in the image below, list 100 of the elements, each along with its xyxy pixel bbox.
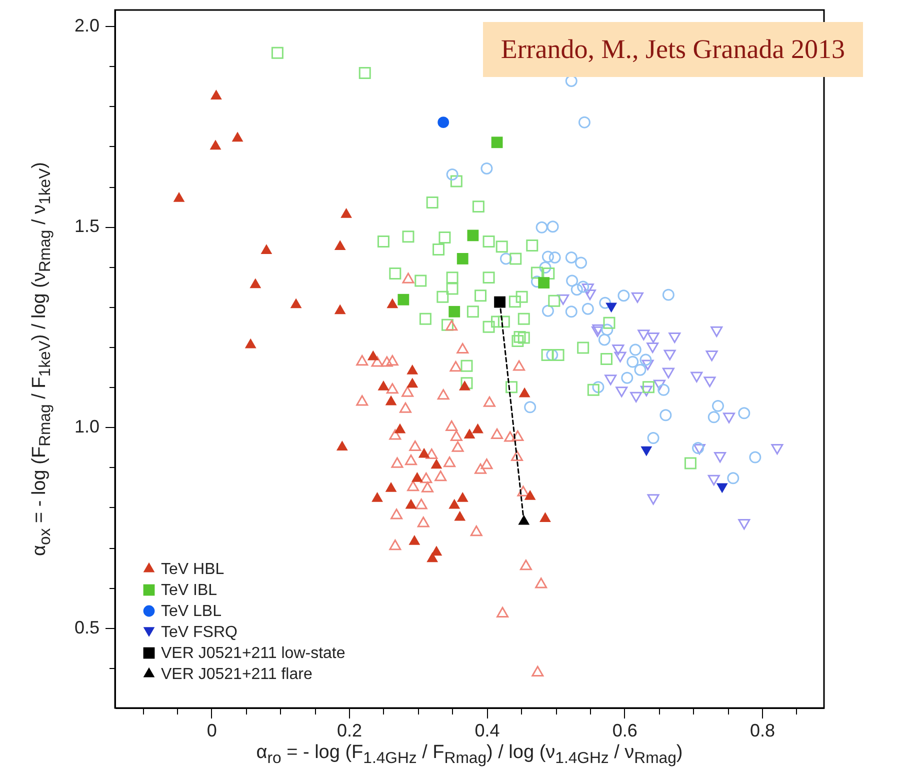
point: [466, 306, 479, 318]
point: [358, 66, 371, 79]
point: [372, 492, 383, 502]
point: [708, 411, 720, 424]
point: [513, 360, 526, 371]
point: [552, 348, 564, 361]
point: [524, 490, 536, 500]
point: [438, 116, 450, 128]
point: [391, 457, 404, 468]
point: [480, 458, 493, 470]
point: [377, 235, 390, 248]
point: [389, 540, 402, 550]
point: [460, 360, 473, 372]
point: [723, 412, 735, 424]
legend-label: TeV LBL: [161, 603, 222, 620]
point: [577, 280, 590, 293]
point: [415, 498, 428, 510]
point: [517, 486, 530, 496]
point: [414, 274, 427, 287]
point: [474, 290, 487, 302]
point: [626, 356, 639, 368]
point: [566, 274, 578, 287]
point: [399, 402, 412, 413]
point: [598, 334, 610, 346]
point: [409, 440, 422, 452]
point: [640, 354, 652, 366]
point: [426, 552, 438, 562]
point: [456, 253, 468, 264]
point: [516, 290, 528, 303]
point: [577, 342, 590, 354]
point: [467, 230, 479, 242]
point: [621, 372, 634, 384]
point: [491, 136, 503, 148]
point: [536, 221, 548, 234]
point: [629, 344, 642, 356]
point: [738, 407, 750, 420]
point: [406, 378, 418, 388]
point: [378, 380, 390, 390]
point: [541, 348, 554, 361]
point: [684, 457, 696, 470]
point: [450, 430, 462, 441]
point: [727, 472, 740, 484]
point: [389, 429, 402, 440]
point: [482, 235, 495, 248]
point: [640, 446, 652, 456]
point: [708, 474, 720, 486]
point: [419, 312, 432, 325]
point: [638, 330, 650, 340]
point: [456, 342, 469, 354]
point: [653, 380, 666, 390]
point: [716, 483, 728, 494]
point: [371, 356, 384, 367]
point: [402, 386, 414, 397]
point: [618, 290, 630, 302]
point: [518, 514, 530, 525]
point: [524, 401, 536, 414]
legend-label: VER J0521+211 flare: [161, 666, 312, 683]
point: [450, 361, 462, 372]
point: [565, 252, 578, 264]
point: [380, 356, 393, 367]
point: [418, 448, 430, 458]
point: [430, 458, 442, 469]
point: [642, 360, 654, 370]
point: [630, 392, 642, 402]
point: [690, 372, 703, 382]
point: [446, 168, 458, 180]
y-tick-label: 2.0: [74, 16, 100, 36]
point: [405, 498, 417, 509]
point: [771, 444, 784, 455]
point: [482, 320, 495, 333]
x-tick-label: 0: [206, 720, 217, 740]
point: [538, 277, 550, 288]
point: [456, 492, 468, 502]
point: [557, 294, 570, 305]
point: [472, 200, 484, 213]
point: [244, 338, 256, 348]
point: [460, 377, 473, 390]
point: [474, 463, 487, 474]
point: [386, 355, 398, 366]
point: [582, 284, 594, 294]
point: [334, 304, 346, 314]
point: [446, 272, 458, 284]
point: [386, 298, 398, 308]
point: [402, 272, 414, 284]
point: [446, 420, 458, 431]
point: [548, 252, 561, 264]
point: [448, 498, 460, 509]
point: [530, 266, 543, 279]
point: [546, 349, 558, 361]
point: [436, 290, 449, 303]
point: [500, 252, 512, 265]
point: [402, 230, 414, 243]
point: [356, 395, 368, 406]
point: [385, 395, 397, 406]
point: [504, 431, 516, 442]
point: [446, 320, 458, 331]
point: [482, 272, 495, 284]
point: [356, 355, 368, 366]
point: [518, 332, 530, 344]
point: [647, 332, 660, 344]
